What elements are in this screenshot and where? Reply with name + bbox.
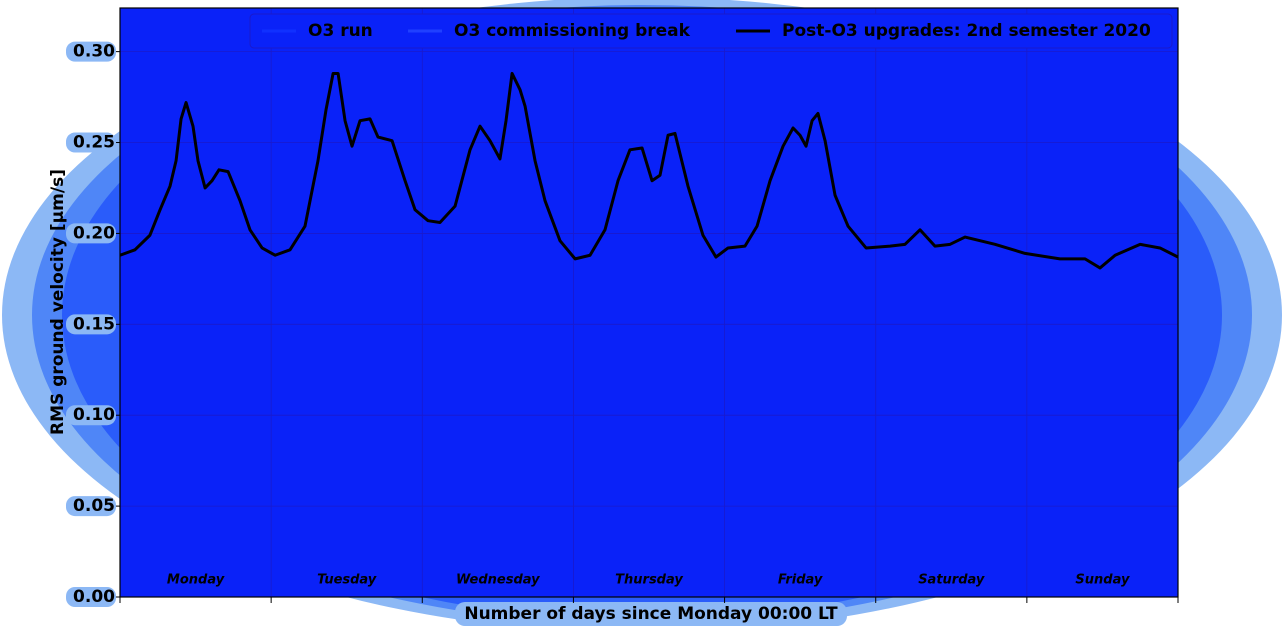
y-tick-label: 0.05 xyxy=(73,496,115,516)
y-tick-bg xyxy=(66,496,116,517)
y-tick-label: 0.25 xyxy=(73,133,115,153)
day-label: Monday xyxy=(167,573,225,588)
legend-box xyxy=(249,13,1173,49)
day-label: Saturday xyxy=(918,573,985,588)
y-tick-label: 0.00 xyxy=(73,587,115,607)
y-tick-label: 0.20 xyxy=(73,223,115,243)
y-tick-label: 0.30 xyxy=(73,42,115,62)
y-axis-label: RMS ground velocity [μm/s] xyxy=(48,169,68,435)
y-tick-bg xyxy=(66,223,116,244)
legend-label: O3 run xyxy=(308,21,373,41)
y-tick-bg xyxy=(66,405,116,426)
day-label: Tuesday xyxy=(317,573,377,588)
plot-area xyxy=(120,8,1178,597)
axes-frame xyxy=(119,7,1179,598)
day-label: Friday xyxy=(778,573,823,588)
y-tick-bg xyxy=(66,314,116,335)
series-line xyxy=(119,71,1179,270)
legend-label: O3 commissioning break xyxy=(454,21,691,41)
x-axis-label: Number of days since Monday 00:00 LT xyxy=(464,604,838,624)
day-label: Thursday xyxy=(615,573,683,588)
xlabel-bg xyxy=(455,602,847,626)
y-tick-label: 0.10 xyxy=(73,405,115,425)
legend-label: Post-O3 upgrades: 2nd semester 2020 xyxy=(782,21,1151,41)
y-tick-bg xyxy=(66,132,116,153)
day-label: Wednesday xyxy=(456,573,540,588)
y-tick-label: 0.15 xyxy=(73,314,115,334)
y-tick-bg xyxy=(66,41,116,62)
day-label: Sunday xyxy=(1075,573,1130,588)
y-tick-bg xyxy=(66,587,116,607)
